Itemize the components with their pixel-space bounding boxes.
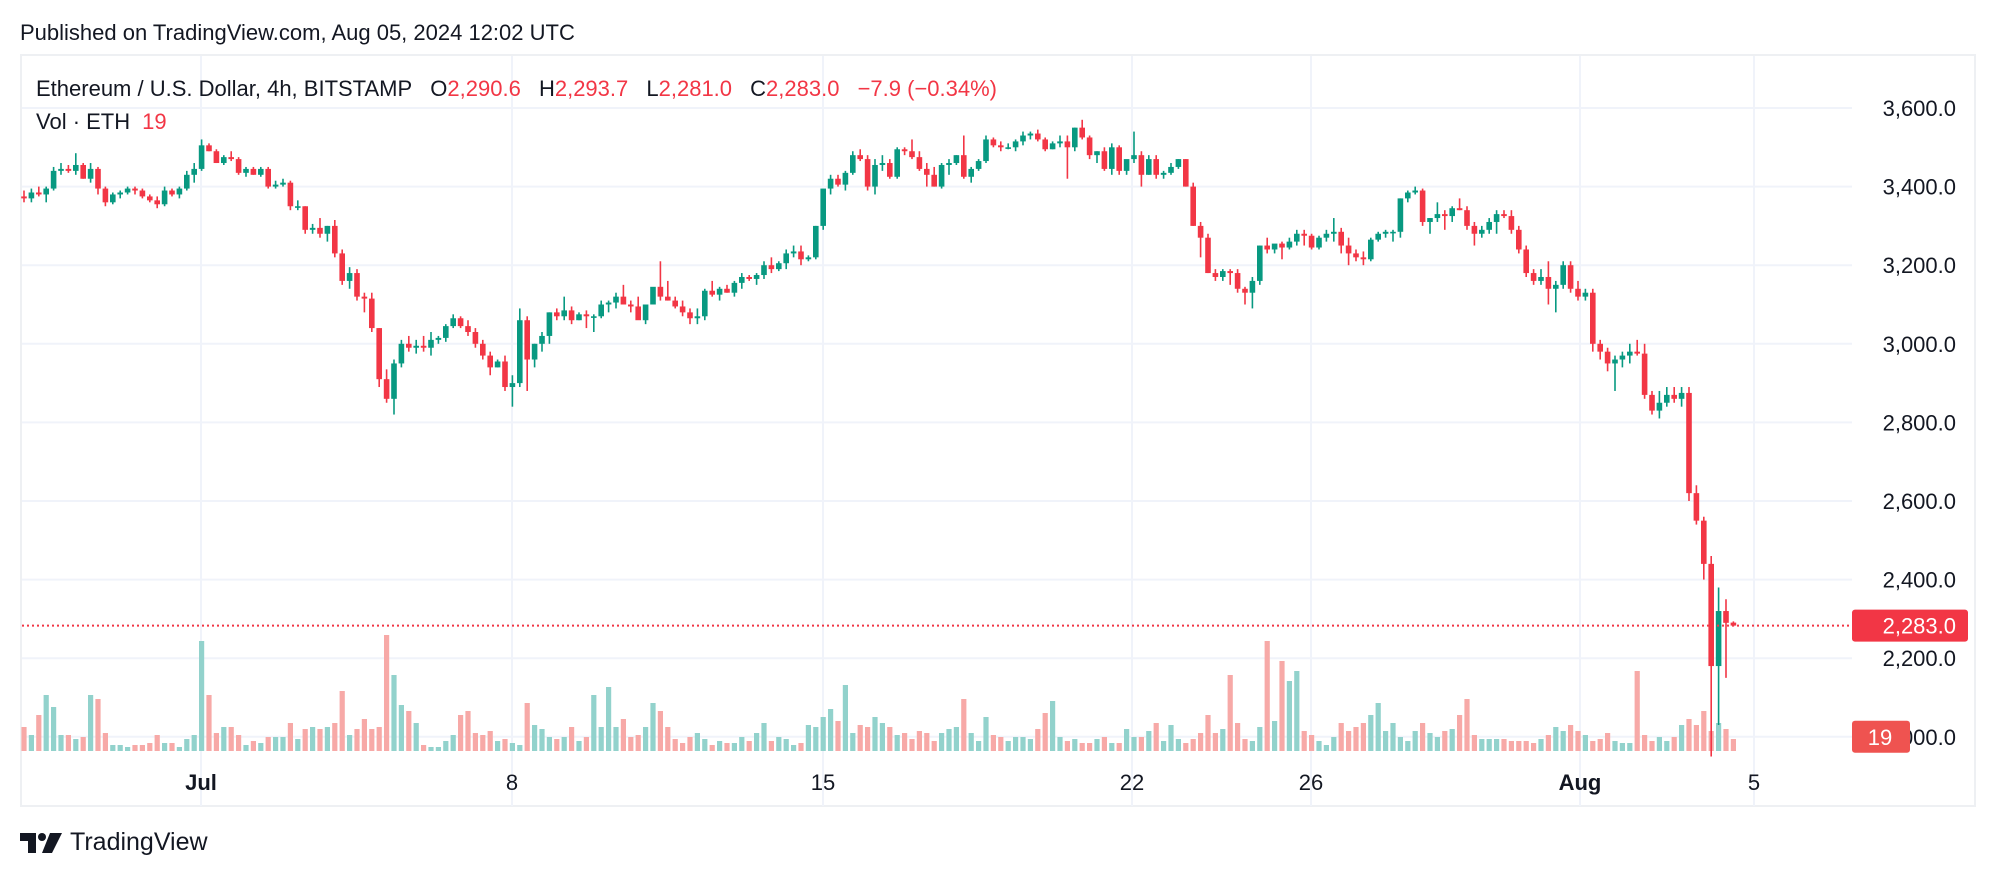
symbol-title[interactable]: Ethereum / U.S. Dollar, 4h, BITSTAMP xyxy=(36,76,413,101)
open-label: O xyxy=(430,76,448,101)
volume-value: 19 xyxy=(142,109,167,134)
svg-text:2,400.0: 2,400.0 xyxy=(1883,568,1956,593)
tradingview-logo-icon xyxy=(20,832,62,853)
svg-text:Jul: Jul xyxy=(185,770,217,795)
published-caption: Published on TradingView.com, Aug 05, 20… xyxy=(20,20,575,45)
svg-text:3,200.0: 3,200.0 xyxy=(1883,253,1956,278)
grid-lines xyxy=(22,56,1852,806)
svg-text:5: 5 xyxy=(1748,770,1760,795)
volume-label[interactable]: Vol · ETH xyxy=(36,109,131,134)
chart-frame xyxy=(20,54,1976,807)
change-value: −7.9 (−0.34%) xyxy=(857,76,998,101)
svg-text:15: 15 xyxy=(811,770,835,795)
symbol-legend: Ethereum / U.S. Dollar, 4h, BITSTAMP O2,… xyxy=(36,76,997,102)
svg-text:19: 19 xyxy=(1868,725,1892,750)
volume-legend: Vol · ETH 19 xyxy=(36,109,167,135)
low-value: 2,281.0 xyxy=(658,76,733,101)
candlesticks xyxy=(21,119,1737,757)
volume-bars xyxy=(21,635,1736,751)
svg-text:2,600.0: 2,600.0 xyxy=(1883,489,1956,514)
high-value: 2,293.7 xyxy=(554,76,629,101)
price-axis[interactable]: 3,600.0 3,400.0 3,200.0 3,000.0 2,800.0 2,600… xyxy=(1852,96,1968,753)
low-label: L xyxy=(646,76,659,101)
svg-text:2,800.0: 2,800.0 xyxy=(1883,410,1956,435)
svg-text:3,000.0: 3,000.0 xyxy=(1883,332,1956,357)
svg-text:Aug: Aug xyxy=(1559,770,1602,795)
svg-text:3,600.0: 3,600.0 xyxy=(1883,96,1956,121)
time-axis[interactable]: Jul 8 15 22 26 Aug 5 xyxy=(185,770,1760,795)
close-value: 2,283.0 xyxy=(766,76,840,101)
tradingview-logo-text: TradingView xyxy=(70,828,208,856)
high-label: H xyxy=(538,76,555,101)
svg-text:3,400.0: 3,400.0 xyxy=(1883,175,1956,200)
close-label: C xyxy=(750,76,767,101)
svg-text:22: 22 xyxy=(1120,770,1144,795)
svg-text:2,283.0: 2,283.0 xyxy=(1883,614,1956,639)
tradingview-logo[interactable]: TradingView xyxy=(20,828,208,857)
svg-text:8: 8 xyxy=(506,770,518,795)
svg-text:2,200.0: 2,200.0 xyxy=(1883,646,1956,671)
open-value: 2,290.6 xyxy=(447,76,521,101)
svg-text:26: 26 xyxy=(1299,770,1323,795)
